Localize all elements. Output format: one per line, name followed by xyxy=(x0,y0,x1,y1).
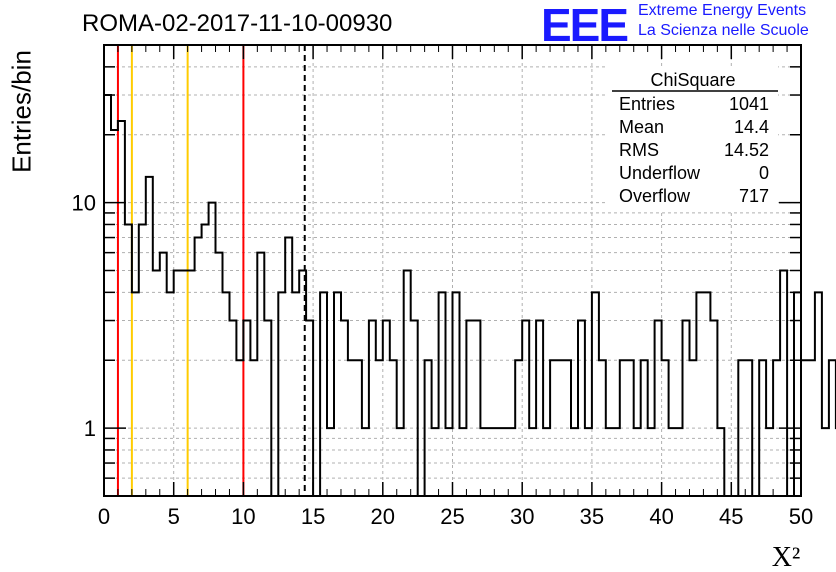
stats-box: ChiSquare Entries 1041 Mean 14.4 RMS 14.52 Unde… xyxy=(608,66,778,210)
y-tick-label: 1 xyxy=(84,416,96,441)
stats-label: Underflow xyxy=(619,163,701,183)
logo-line-1: Extreme Energy Events xyxy=(638,2,807,19)
grid xyxy=(104,45,801,496)
stats-value: 1041 xyxy=(729,94,769,114)
y-axis-label: Entries/bin xyxy=(6,50,37,173)
stats-value: 14.52 xyxy=(724,140,769,160)
x-tick-label: 35 xyxy=(580,504,604,529)
histogram-outline xyxy=(104,94,836,497)
stats-label: RMS xyxy=(619,140,659,160)
x-tick-label: 30 xyxy=(510,504,534,529)
x-tick-label: 25 xyxy=(440,504,464,529)
stats-background xyxy=(608,66,778,210)
x-tick-label: 50 xyxy=(789,504,813,529)
eee-logo: EEE xyxy=(541,0,629,51)
stats-value: 0 xyxy=(759,163,769,183)
x-tick-label: 10 xyxy=(231,504,255,529)
axis-ticks xyxy=(103,45,802,496)
logo-line-2: La Scienza nelle Scuole xyxy=(638,22,809,39)
stats-label: Overflow xyxy=(619,186,691,206)
stats-label: Entries xyxy=(619,94,675,114)
stats-value: 14.4 xyxy=(734,117,769,137)
x-tick-label: 45 xyxy=(719,504,743,529)
x-axis-label: X² xyxy=(772,542,801,572)
y-tick-label: 10 xyxy=(72,191,96,216)
run-title: ROMA-02-2017-11-10-00930 xyxy=(82,10,393,37)
x-tick-label: 5 xyxy=(168,504,180,529)
x-tick-label: 20 xyxy=(371,504,395,529)
x-tick-label: 15 xyxy=(301,504,325,529)
x-tick-label: 40 xyxy=(649,504,673,529)
stats-label: Mean xyxy=(619,117,664,137)
stats-title: ChiSquare xyxy=(650,70,735,90)
x-tick-label: 0 xyxy=(98,504,110,529)
stats-value: 717 xyxy=(739,186,769,206)
tick-labels: 0 5 10 15 20 25 30 35 40 45 50 1 10 xyxy=(72,191,814,529)
